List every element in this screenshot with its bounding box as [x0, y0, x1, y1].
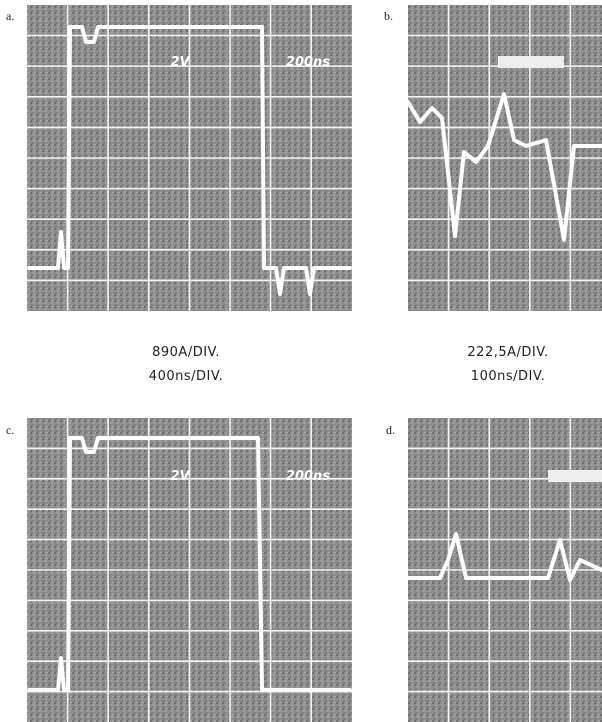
screen-label: 200ns	[286, 55, 330, 70]
illegible-label	[498, 56, 564, 68]
caption: 890A/DIV.	[152, 345, 220, 360]
panel-label: d.	[386, 423, 395, 437]
illegible-label	[548, 470, 602, 482]
panel-label: c.	[6, 423, 14, 437]
page: {"panels": [ {"label": "a.", "screen_lab…	[0, 0, 602, 722]
screen-c: 2V 200ns	[27, 418, 352, 722]
screen-label: 200ns	[286, 469, 330, 484]
screen-label: 2V	[170, 469, 190, 484]
panel-label: b.	[384, 9, 393, 23]
panel-label: a.	[6, 9, 14, 23]
figure: 2V 200ns 2V 200ns a. b. c. d. 890A/DIV. …	[0, 0, 602, 722]
screen-a: 2V 200ns	[27, 5, 352, 311]
caption: 222,5A/DIV.	[467, 345, 548, 360]
screen-b	[408, 5, 602, 311]
screen-label: 2V	[170, 55, 190, 70]
screen-d	[408, 418, 602, 722]
caption: 400ns/DIV.	[149, 369, 223, 384]
caption: 100ns/DIV.	[471, 369, 545, 384]
